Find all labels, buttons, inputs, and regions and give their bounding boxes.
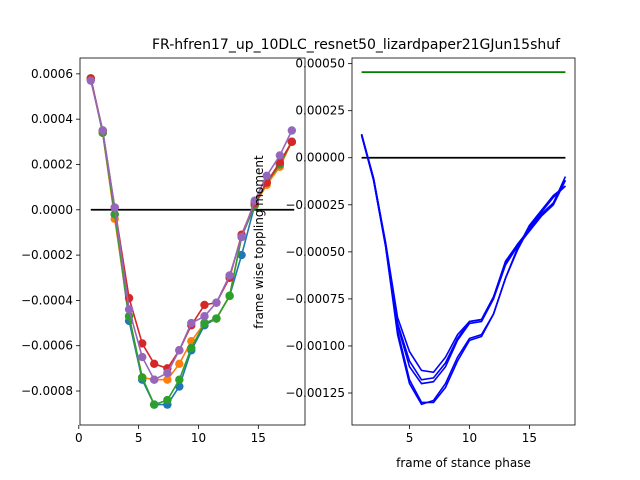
data-point bbox=[187, 343, 196, 353]
y-tick-label: 0.0006 bbox=[31, 67, 73, 81]
data-point bbox=[175, 375, 184, 384]
chart-title: FR-hfren17_up_10DLC_resnet50_lizardpaper… bbox=[152, 37, 561, 53]
data-point bbox=[86, 76, 95, 85]
data-point bbox=[124, 293, 134, 303]
y-tick-label: 0.00050 bbox=[295, 57, 345, 71]
data-point bbox=[250, 196, 259, 205]
y-tick-label: −0.00025 bbox=[285, 198, 345, 212]
y-tick-label: −0.0006 bbox=[21, 339, 73, 353]
y-tick-label: −0.00050 bbox=[285, 245, 345, 259]
data-point bbox=[275, 151, 285, 160]
data-point bbox=[212, 298, 221, 307]
y-tick-label: 0.0002 bbox=[31, 157, 73, 171]
data-point bbox=[98, 126, 107, 135]
y-tick-label: 0.00025 bbox=[295, 104, 345, 118]
x-tick-label: 5 bbox=[135, 431, 143, 445]
data-point bbox=[200, 318, 209, 328]
axes-frame bbox=[79, 57, 306, 426]
data-point bbox=[237, 250, 246, 260]
data-point bbox=[225, 271, 234, 280]
x-tick-label: 5 bbox=[406, 431, 414, 445]
series-line-2 bbox=[360, 134, 566, 404]
data-point bbox=[150, 400, 159, 409]
data-point bbox=[287, 137, 297, 147]
series-line-4 bbox=[360, 134, 567, 385]
series-line-0 bbox=[360, 133, 567, 374]
left-plot: 0 5 10 15 0.0006 0.0004 0.0002 0.0000 −0.0002 −0.… bbox=[21, 57, 306, 445]
data-point bbox=[175, 359, 184, 369]
series-line-1 bbox=[360, 133, 567, 381]
x-tick-label: 15 bbox=[522, 431, 537, 445]
x-tick-label: 10 bbox=[191, 431, 206, 445]
y-tick-label: −0.00100 bbox=[285, 339, 345, 353]
data-point bbox=[124, 305, 134, 314]
data-point bbox=[262, 171, 271, 181]
data-point bbox=[163, 375, 172, 384]
x-tick-label: 15 bbox=[251, 431, 266, 445]
data-point bbox=[150, 375, 159, 384]
right-plot-y-label: frame wise toppling moment bbox=[252, 155, 266, 329]
y-tick-label: 0.0004 bbox=[31, 112, 73, 126]
axes-frame bbox=[351, 57, 576, 426]
data-point bbox=[287, 126, 297, 135]
data-point bbox=[138, 352, 147, 362]
data-point bbox=[187, 318, 196, 328]
data-point bbox=[110, 203, 119, 212]
y-tick-label: 0.00000 bbox=[295, 151, 345, 165]
data-point bbox=[200, 312, 209, 321]
data-point bbox=[175, 346, 184, 355]
data-point bbox=[138, 339, 147, 348]
data-point bbox=[237, 232, 246, 242]
y-tick-label: 0.0000 bbox=[31, 203, 73, 217]
data-point bbox=[163, 368, 172, 378]
x-tick-label: 0 bbox=[75, 431, 83, 445]
y-tick-label: −0.0008 bbox=[21, 384, 73, 398]
right-plot: 5 10 15 0.00050 0.00025 0.00000 −0.00025 −0.000… bbox=[285, 57, 576, 445]
x-tick-label: 10 bbox=[462, 431, 477, 445]
y-tick-label: −0.00125 bbox=[285, 386, 345, 400]
data-point bbox=[138, 373, 147, 382]
y-tick-label: −0.00075 bbox=[285, 292, 345, 306]
data-point bbox=[212, 314, 221, 323]
y-tick-label: −0.0004 bbox=[21, 293, 73, 307]
y-tick-label: −0.0002 bbox=[21, 248, 73, 262]
data-point bbox=[163, 395, 172, 405]
series-line-3 bbox=[360, 134, 566, 406]
data-point bbox=[150, 359, 159, 369]
data-point bbox=[225, 291, 234, 301]
right-plot-x-label: frame of stance phase bbox=[396, 456, 531, 470]
data-point bbox=[200, 300, 209, 310]
